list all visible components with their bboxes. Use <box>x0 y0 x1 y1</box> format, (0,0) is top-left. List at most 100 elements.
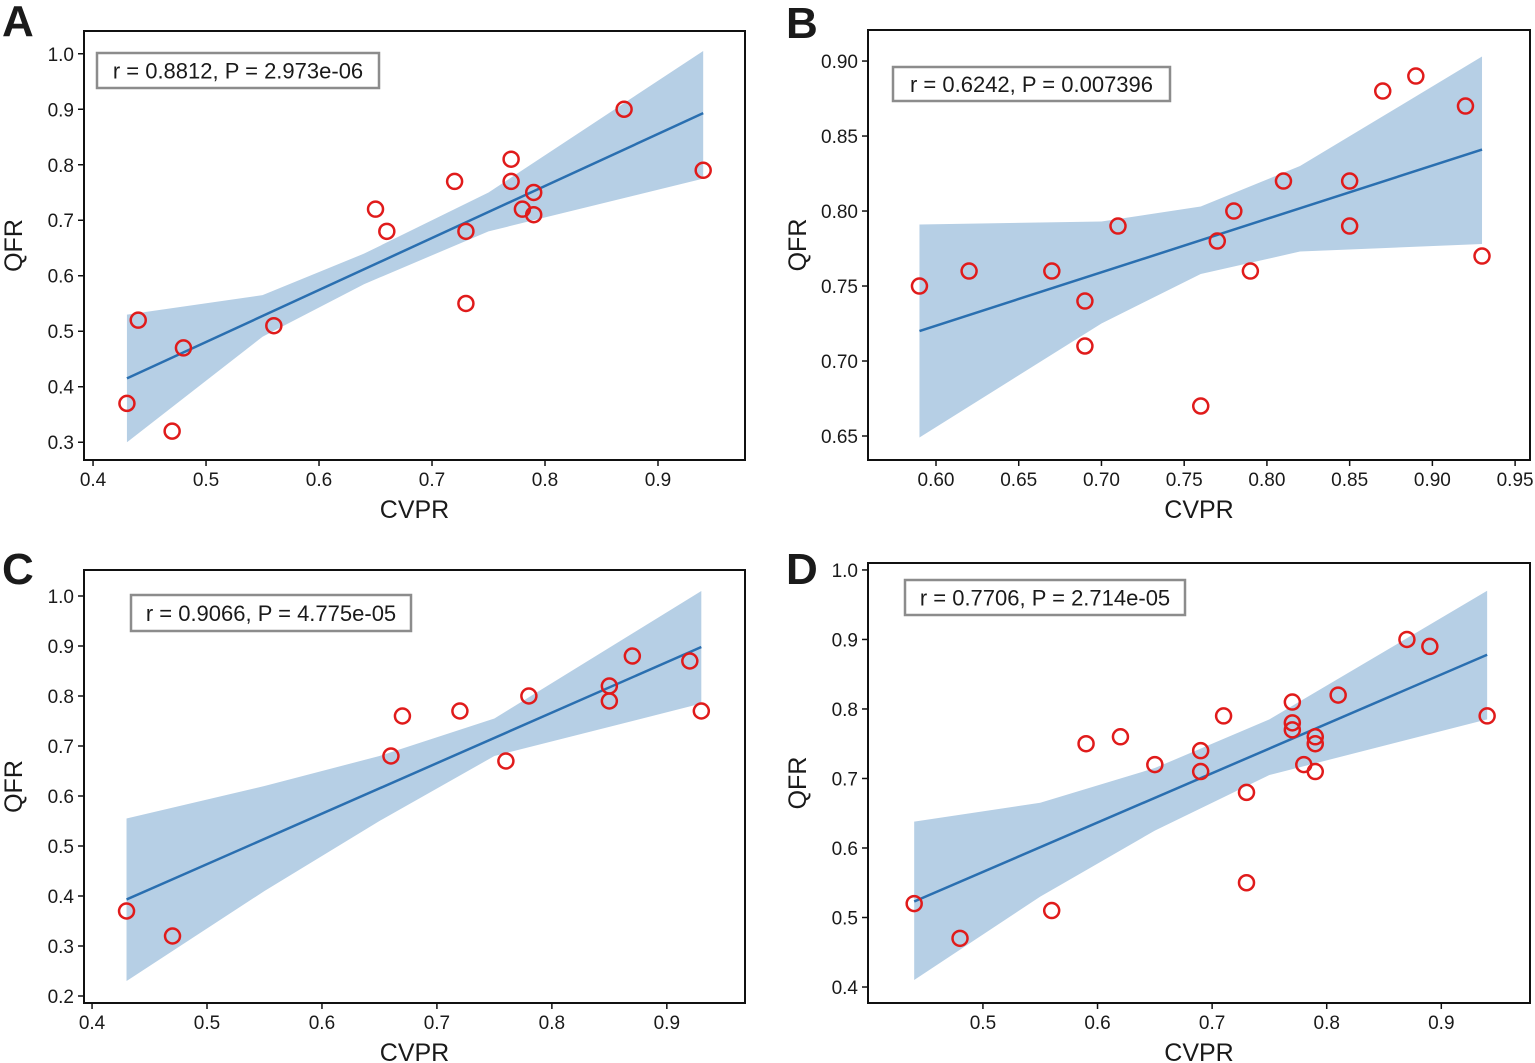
y-tick-label: 0.6 <box>832 839 858 860</box>
data-point <box>1306 728 1325 746</box>
y-tick-label: 0.3 <box>48 433 74 454</box>
data-point <box>681 652 699 670</box>
confidence-band <box>126 591 702 981</box>
x-tick-label: 0.4 <box>80 470 107 491</box>
plot-frame <box>83 30 746 461</box>
data-point <box>1407 67 1425 85</box>
stats-box <box>903 578 1187 617</box>
data-point <box>951 929 969 948</box>
data-point <box>1191 741 1210 760</box>
y-tick-label: 0.6 <box>48 787 74 808</box>
data-point <box>163 927 182 945</box>
data-point <box>118 394 136 413</box>
plot-frame <box>867 29 1531 461</box>
data-point <box>960 262 978 280</box>
data-point <box>692 702 711 720</box>
y-tick-label: 1.0 <box>48 587 74 608</box>
data-point <box>445 172 464 191</box>
x-tick-label: 0.90 <box>1414 470 1451 491</box>
data-point <box>1398 630 1416 649</box>
x-tick-label: 0.60 <box>918 470 955 491</box>
data-point <box>117 902 136 920</box>
y-tick-label: 0.8 <box>48 156 74 177</box>
data-point <box>1237 873 1256 892</box>
data-point <box>1214 707 1233 725</box>
data-point <box>1146 755 1164 774</box>
y-tick-label: 0.70 <box>821 352 858 373</box>
data-point <box>502 150 520 168</box>
y-axis-label: QFR <box>784 757 812 810</box>
data-point <box>1076 337 1094 355</box>
data-point <box>1225 202 1243 220</box>
panel-d: 0.5 0.6 0.7 0.8 0.9 0.4 0.5 0.6 0.7 0.8 0.9 1.0 CVPR… <box>784 545 1531 1063</box>
y-tick-label: 0.9 <box>48 100 74 121</box>
regression-line <box>126 112 704 380</box>
panel-letter: D <box>786 545 818 594</box>
data-point <box>623 647 642 665</box>
data-point <box>1421 637 1439 656</box>
stats-annotation: r = 0.8812, P = 2.973e-06 <box>113 59 363 84</box>
x-tick-label: 0.4 <box>79 1013 106 1034</box>
data-point <box>1241 262 1260 280</box>
data-point <box>910 277 929 295</box>
data-point <box>1456 97 1475 115</box>
x-tick-label: 0.9 <box>645 470 671 491</box>
y-axis-label: QFR <box>0 760 28 813</box>
data-point <box>524 205 543 224</box>
x-axis-label: CVPR <box>380 496 449 524</box>
y-tick-label: 0.5 <box>832 909 858 930</box>
y-tick-label: 1.0 <box>48 45 74 66</box>
y-tick-label: 0.2 <box>48 987 74 1008</box>
x-tick-label: 0.8 <box>539 1013 565 1034</box>
y-tick-label: 0.5 <box>48 322 74 343</box>
data-point <box>366 200 385 218</box>
data-point <box>1283 721 1302 739</box>
data-point <box>1340 217 1359 235</box>
stats-annotation: r = 0.6242, P = 0.007396 <box>910 72 1153 97</box>
y-tick-label: 0.4 <box>832 978 859 999</box>
data-point <box>1340 172 1359 190</box>
x-tick-label: 0.7 <box>1199 1013 1225 1034</box>
y-tick-label: 0.6 <box>48 267 74 288</box>
panel-c: 0.4 0.5 0.6 0.7 0.8 0.9 0.2 0.3 0.4 0.5 0.6 0.7 0.8 0… <box>0 545 746 1063</box>
y-tick-label: 0.7 <box>832 769 858 790</box>
panel-letter: B <box>786 0 818 48</box>
data-point <box>129 311 147 329</box>
y-tick-label: 1.0 <box>832 561 858 582</box>
x-tick-label: 0.80 <box>1248 470 1285 491</box>
x-axis-label: CVPR <box>1164 496 1233 524</box>
y-tick-label: 0.9 <box>832 630 858 651</box>
x-tick-label: 0.70 <box>1083 470 1120 491</box>
y-tick-label: 0.90 <box>821 52 858 73</box>
y-tick-label: 0.8 <box>832 700 858 721</box>
y-tick-label: 0.8 <box>48 687 74 708</box>
stats-annotation: r = 0.7706, P = 2.714e-05 <box>920 586 1170 611</box>
data-point <box>1076 292 1094 310</box>
y-tick-label: 0.3 <box>48 937 74 958</box>
panel-a: 0.4 0.5 0.6 0.7 0.8 0.9 0.3 0.4 0.5 0.6 0.7 0.8 0.9 1… <box>0 0 746 524</box>
data-point <box>1077 734 1095 753</box>
regression-line <box>919 148 1483 333</box>
x-tick-label: 0.7 <box>419 470 445 491</box>
data-point <box>1208 232 1227 250</box>
data-point <box>1111 728 1130 746</box>
data-point <box>1478 707 1496 725</box>
x-tick-label: 0.8 <box>532 470 558 491</box>
stats-box <box>129 593 413 633</box>
x-axis-label: CVPR <box>1164 1039 1233 1063</box>
data-point <box>393 707 412 725</box>
y-tick-label: 0.9 <box>48 637 74 658</box>
y-tick-label: 0.65 <box>821 427 858 448</box>
data-point <box>905 894 923 913</box>
data-point <box>502 172 520 191</box>
data-point <box>1306 734 1325 753</box>
data-point <box>1274 172 1293 190</box>
data-point <box>1373 82 1392 100</box>
data-point <box>497 752 515 770</box>
data-point <box>520 687 538 705</box>
x-tick-label: 0.5 <box>194 1013 220 1034</box>
data-point <box>457 222 475 241</box>
data-point <box>163 422 181 440</box>
stats-box <box>891 65 1172 103</box>
